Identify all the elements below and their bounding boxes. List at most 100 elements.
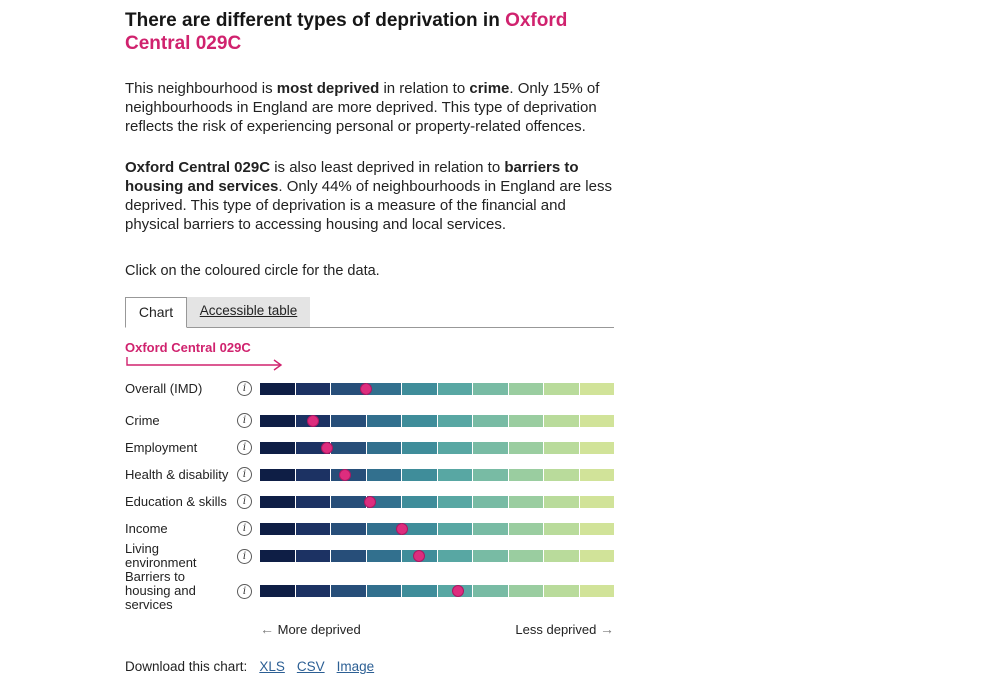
decile-segment [366, 550, 401, 562]
decile-segment [295, 585, 330, 597]
decile-segment [437, 550, 472, 562]
decile-segment [366, 414, 401, 427]
decile-bar [260, 522, 614, 535]
decile-segment [402, 522, 437, 535]
decile-marker[interactable] [321, 441, 334, 454]
decile-bar [260, 585, 614, 597]
decile-marker[interactable] [360, 382, 373, 395]
chart-row: Barriers to housing and services i [125, 570, 614, 612]
decile-segment [544, 585, 579, 597]
axis-left-label: ← More deprived [260, 621, 361, 637]
row-label: Barriers to housing and services [125, 569, 196, 612]
decile-marker[interactable] [395, 522, 408, 535]
right-arrow-icon: → [600, 621, 614, 637]
text-run-bold: barriers to housing and services [125, 159, 579, 195]
decile-segment [402, 468, 437, 481]
decile-marker[interactable] [413, 550, 426, 562]
decile-segment [402, 441, 437, 454]
decile-segment [544, 414, 579, 427]
chart-tabs: Chart Accessible table [125, 297, 614, 328]
chart-row: Education & skills i [125, 488, 614, 515]
decile-segment [544, 441, 579, 454]
decile-segment [579, 550, 614, 562]
decile-segment [437, 414, 472, 427]
decile-marker[interactable] [452, 585, 465, 597]
decile-segment [508, 414, 543, 427]
download-label: Download this chart: [125, 659, 248, 674]
download-image-link[interactable]: Image [336, 659, 375, 674]
decile-segment [473, 468, 508, 481]
decile-marker[interactable] [307, 414, 320, 427]
decile-segment [508, 495, 543, 508]
info-icon[interactable]: i [237, 521, 252, 536]
info-icon[interactable]: i [237, 381, 252, 396]
download-csv-link[interactable]: CSV [296, 659, 325, 674]
download-xls-link[interactable]: XLS [259, 659, 285, 674]
decile-segment [260, 382, 295, 395]
decile-segment [260, 495, 295, 508]
decile-segment [579, 414, 614, 427]
decile-segment [579, 585, 614, 597]
decile-segment [508, 468, 543, 481]
decile-marker[interactable] [363, 495, 376, 508]
decile-segment [579, 522, 614, 535]
decile-segment [295, 382, 330, 395]
decile-segment [544, 382, 579, 395]
info-icon[interactable]: i [237, 467, 252, 482]
info-icon[interactable]: i [237, 494, 252, 509]
decile-segment [331, 414, 366, 427]
chart-rows: Overall (IMD) i Crime i Employment i Hea… [125, 375, 614, 612]
row-label: Crime [125, 412, 160, 428]
decile-segment [508, 441, 543, 454]
decile-segment [473, 382, 508, 395]
decile-segment [437, 522, 472, 535]
decile-segment [402, 585, 437, 597]
decile-segment [402, 414, 437, 427]
chart-row: Income i [125, 515, 614, 542]
decile-segment [579, 468, 614, 481]
decile-segment [473, 550, 508, 562]
decile-segment [331, 550, 366, 562]
decile-segment [260, 585, 295, 597]
tab-chart[interactable]: Chart [125, 297, 187, 328]
text-run-bold: most deprived [276, 80, 380, 97]
decile-bar [260, 414, 614, 427]
decile-segment [260, 522, 295, 535]
deprivation-chart: Oxford Central 029C Overall (IMD) i Crim… [125, 340, 614, 637]
download-bar: Download this chart: XLS CSV Image [125, 659, 614, 674]
decile-segment [544, 468, 579, 481]
decile-segment [579, 495, 614, 508]
decile-segment [508, 550, 543, 562]
decile-segment [544, 550, 579, 562]
info-icon[interactable]: i [237, 440, 252, 455]
axis-right-text: Less deprived [515, 622, 597, 637]
decile-bar [260, 441, 614, 454]
decile-bar [260, 382, 614, 395]
decile-segment [331, 382, 366, 395]
chart-row: Overall (IMD) i [125, 375, 614, 402]
decile-segment [331, 585, 366, 597]
row-label: Income [125, 520, 168, 536]
info-icon[interactable]: i [237, 413, 252, 428]
decile-segment [402, 382, 437, 395]
row-label: Overall (IMD) [125, 380, 203, 396]
decile-segment [473, 585, 508, 597]
decile-segment [508, 382, 543, 395]
axis-right-label: Less deprived → [515, 621, 614, 637]
chart-row: Employment i [125, 434, 614, 461]
info-icon[interactable]: i [237, 548, 252, 564]
intro-paragraph-2: Oxford Central 029C is also least depriv… [125, 158, 614, 234]
decile-segment [260, 414, 295, 427]
decile-segment [437, 382, 472, 395]
intro-paragraph-1: This neighbourhood is most deprived in r… [125, 79, 614, 136]
row-label: Health & disability [125, 466, 229, 482]
decile-marker[interactable] [338, 468, 351, 481]
decile-segment [473, 441, 508, 454]
info-icon[interactable]: i [237, 583, 252, 599]
text-run-bold: Oxford Central 029C [125, 159, 271, 176]
text-run: in relation to [379, 80, 470, 97]
left-arrow-icon: ← [260, 621, 274, 637]
article-section: There are different types of deprivation… [125, 0, 614, 674]
axis-left-text: More deprived [277, 622, 361, 637]
tab-accessible-table[interactable]: Accessible table [187, 297, 310, 327]
